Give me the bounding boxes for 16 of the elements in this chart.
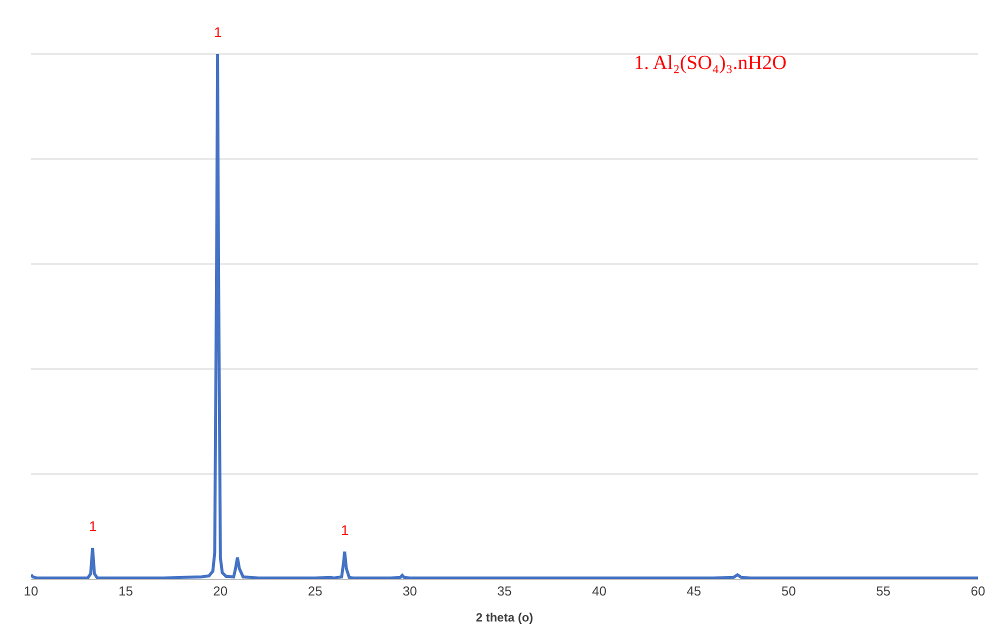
x-tick-label: 20 [213,584,228,599]
annotation: 1 [341,522,349,538]
x-tick-label: 60 [970,584,986,599]
x-tick-label: 30 [402,584,418,599]
annotation: 1. Al₂(SO₄)₃.nH2O [634,52,787,74]
x-tick-label: 55 [876,584,891,599]
x-tick-label: 50 [781,584,796,599]
x-tick-label: 40 [592,584,606,599]
x-axis-title: 2 theta (o) [476,610,534,624]
annotation: 1 [89,518,97,534]
x-tick-label: 10 [24,584,38,599]
x-tick-label: 25 [308,584,322,599]
x-tick-label: 15 [118,584,133,599]
annotation: 1 [214,24,222,40]
x-tick-label: 45 [686,584,702,599]
x-tick-label: 35 [497,584,512,599]
